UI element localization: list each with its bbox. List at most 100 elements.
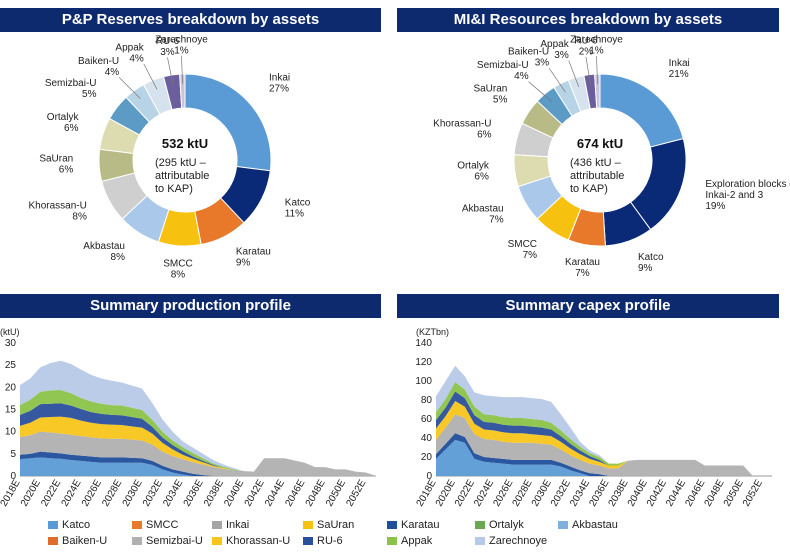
- legend-item-baiken-u: Baiken-U: [48, 535, 107, 547]
- legend-item-semizbai-u: Semizbai-U: [132, 535, 203, 547]
- donut1-leader-zarechnoye: [181, 56, 183, 85]
- donut2-slice-zarechnoye: [594, 73, 601, 109]
- production-title: Summary production profile: [0, 294, 381, 318]
- donut1-label-ortalyk: Ortalyk 6%: [47, 112, 80, 134]
- legend-swatch: [558, 521, 568, 529]
- donut1-center-sub: (295 ktU –: [155, 157, 207, 169]
- legend-swatch: [387, 537, 397, 545]
- donut1-slice-zarechnoye: [179, 73, 186, 109]
- legend-swatch: [212, 537, 222, 545]
- legend-swatch: [303, 521, 313, 529]
- donut1-label-baiken-u: Baiken-U 4%: [78, 56, 119, 78]
- donut2-center-sub: to KAP): [570, 183, 608, 195]
- donut2-label-sauran: SaUran 5%: [473, 84, 507, 106]
- area1-layer-khorassan-u: [20, 416, 376, 476]
- donut2-center-main: 674 ktU: [577, 136, 623, 151]
- legend-item-khorassan-u: Khorassan-U: [212, 535, 290, 547]
- donut2-label-inkai: Inkai 21%: [669, 58, 690, 80]
- donut2-label-zarechnoye: Zarechnoye 1%: [570, 35, 623, 57]
- donut1-label-sauran: SaUran 6%: [39, 154, 73, 176]
- donut2-label-baiken-u: Baiken-U 3%: [508, 47, 549, 69]
- area2-ytick: 20: [421, 452, 433, 463]
- area1-ytick: 10: [5, 427, 17, 438]
- area1-ytick: 15: [5, 405, 17, 416]
- area2-ytick: 0: [426, 471, 432, 482]
- legend-label: Karatau: [401, 519, 440, 531]
- legend-item-karatau: Karatau: [387, 519, 440, 531]
- donut2-label-khorassan-u: Khorassan-U 6%: [433, 119, 491, 141]
- area1-layer-appak: [20, 389, 376, 476]
- legend-item-smcc: SMCC: [132, 519, 178, 531]
- donut2-center-sub: attributable: [570, 170, 624, 182]
- legend-label: Katco: [62, 519, 91, 531]
- legend-label: Akbastau: [572, 519, 618, 531]
- donut1-leader-baiken-u: [118, 77, 141, 99]
- donut2-leader-baiken-u: [548, 68, 566, 93]
- area1-ytick: 30: [5, 338, 17, 349]
- donut2-label-exploration-blocks-of-inkai-2-and-3: Exploration blocks of Inkai-2 and 3 19%: [705, 179, 790, 212]
- legend-label: RU-6: [317, 535, 343, 547]
- legend-label: Baiken-U: [62, 535, 108, 547]
- area2-ytick: 140: [415, 338, 432, 349]
- donut2-label-semizbai-u: Semizbai-U 4%: [477, 60, 529, 82]
- donut1-label-khorassan-u: Khorassan-U 8%: [28, 200, 86, 222]
- legend-item-sauran: SaUran: [303, 519, 354, 531]
- legend-swatch: [475, 537, 485, 545]
- area2-layer-katco: [436, 439, 772, 476]
- donut2-leader-semizbai-u: [528, 81, 552, 102]
- area1-xtick: 2052E: [344, 478, 368, 509]
- donut1-label-appak: Appak 4%: [115, 42, 144, 64]
- legend-swatch: [212, 521, 222, 529]
- donut2-leader-zarechnoye: [596, 56, 598, 85]
- donut2-label-appak: Appak 3%: [540, 39, 569, 61]
- reserves-title: P&P Reserves breakdown by assets: [0, 8, 381, 32]
- charts-canvas: Inkai 27% Katco 11% Karatau 9% SMCC 8% Akbastau 8…: [0, 35, 790, 509]
- legend-item-inkai: Inkai: [212, 519, 249, 531]
- area1-ytick: 0: [10, 471, 16, 482]
- legend-item-akbastau: Akbastau: [558, 519, 618, 531]
- legend-label: Ortalyk: [489, 519, 524, 531]
- donut1-center-sub: attributable: [155, 170, 209, 182]
- legend-item-zarechnoye: Zarechnoye: [475, 535, 547, 547]
- legend-swatch: [48, 537, 58, 545]
- area2-xtick: 2052E: [741, 478, 765, 509]
- area2-ylabel: (KZTbn): [416, 327, 449, 337]
- area2-ytick: 120: [415, 357, 432, 368]
- donut1-label-inkai: Inkai 27%: [269, 72, 290, 94]
- donut2-leader-ru-6: [585, 56, 591, 85]
- donut1-center-sub: to KAP): [155, 183, 193, 195]
- donut1-label-zarechnoye: Zarechnoye 1%: [155, 35, 208, 57]
- donut2-leader-appak: [568, 60, 580, 88]
- donut2-center-sub: (436 ktU –: [570, 157, 622, 169]
- area2-ytick: 40: [421, 433, 433, 444]
- legend-item-appak: Appak: [387, 535, 432, 547]
- legend-item-katco: Katco: [48, 519, 90, 531]
- area1-layer-zarechnoye: [20, 360, 376, 476]
- donut1-label-katco: Katco 11%: [285, 197, 311, 219]
- resources-title: MI&I Resources breakdown by assets: [397, 8, 779, 32]
- legend-label: Appak: [401, 535, 433, 547]
- legend-label: Zarechnoye: [489, 535, 548, 547]
- legend-swatch: [387, 521, 397, 529]
- donut2-label-smcc: SMCC 7%: [508, 239, 538, 261]
- legend-swatch: [132, 537, 142, 545]
- area2-ytick: 100: [415, 376, 432, 387]
- donut1-hole: [134, 109, 236, 211]
- donut1-label-akbastau: Akbastau 8%: [83, 241, 125, 263]
- area1-layer-semizbai-u: [20, 431, 376, 476]
- donut1-center-main: 532 ktU: [162, 136, 208, 151]
- donut1-label-semizbai-u: Semizbai-U 5%: [45, 78, 97, 100]
- area1-ylabel: (ktU): [0, 327, 20, 337]
- area1-layer-ru-6: [20, 403, 376, 476]
- donut2-label-karatau: Karatau 7%: [565, 257, 600, 279]
- donut1-leader-ru-6: [167, 57, 174, 86]
- capex-title: Summary capex profile: [397, 294, 779, 318]
- legend-label: Semizbai-U: [146, 535, 203, 547]
- donut1-label-karatau: Karatau 9%: [236, 246, 271, 268]
- donut1-label-smcc: SMCC 8%: [163, 258, 192, 280]
- area2-ytick: 60: [421, 414, 433, 425]
- legend-label: SaUran: [317, 519, 355, 531]
- donut2-label-ru-6: RU-6 2%: [574, 35, 598, 57]
- legend-label: SMCC: [146, 519, 179, 531]
- area1-layer-karatau: [20, 451, 376, 476]
